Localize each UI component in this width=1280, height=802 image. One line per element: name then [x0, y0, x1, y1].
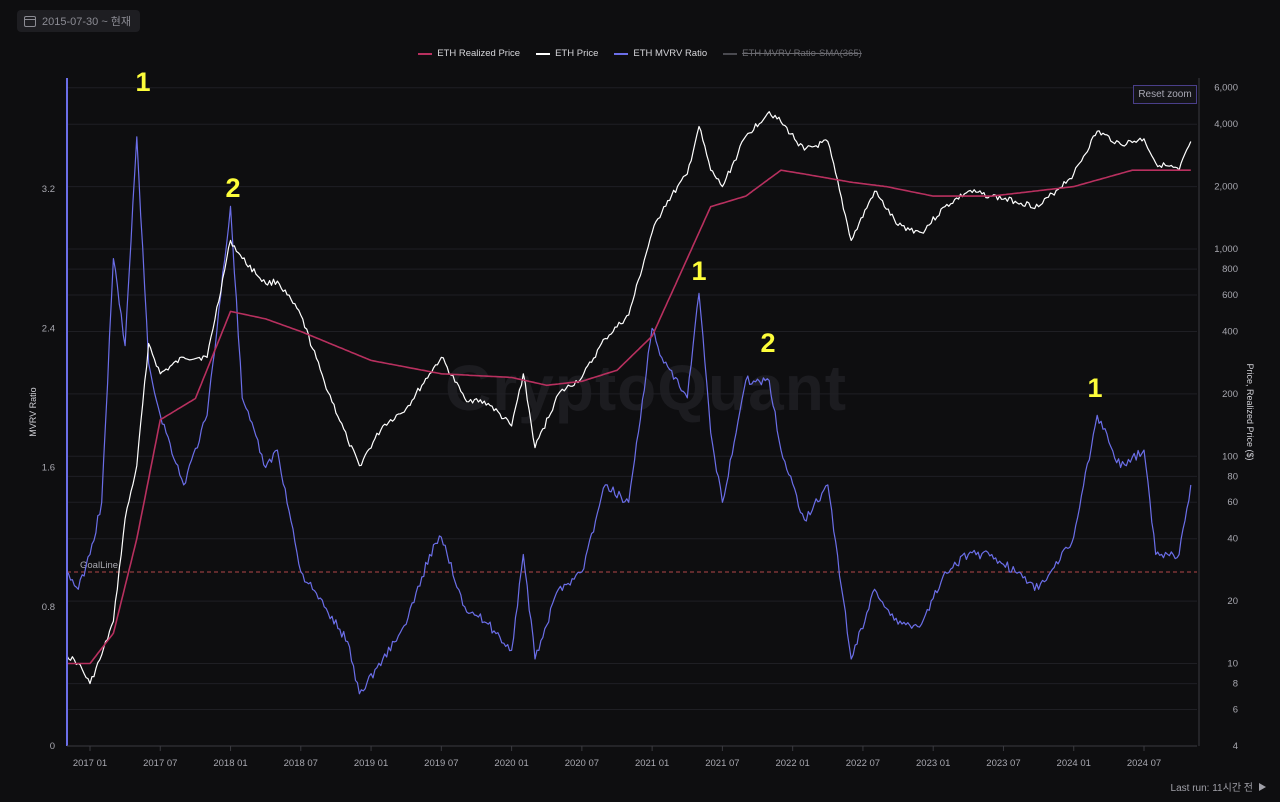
series-line-eth-price: [66, 111, 1192, 685]
right-axis-tick-label: 200: [1222, 389, 1238, 400]
cycle-peak-annotation: 2: [225, 173, 240, 203]
left-axis-tick-label: 1.6: [42, 463, 55, 474]
right-axis-tick-label: 6,000: [1214, 83, 1238, 94]
right-axis-tick-label: 6: [1233, 705, 1238, 716]
x-axis-tick-label: 2022 07: [846, 758, 880, 769]
right-axis-tick-label: 8: [1233, 679, 1238, 690]
right-axis-tick-label: 20: [1227, 596, 1238, 607]
x-axis-tick-label: 2019 01: [354, 758, 388, 769]
cycle-peak-annotation: 1: [1087, 373, 1102, 403]
x-axis-tick-label: 2020 07: [565, 758, 599, 769]
left-axis-tick-label: 0.8: [42, 602, 55, 613]
cycle-peak-annotation: 2: [760, 328, 775, 358]
play-icon[interactable]: [1259, 782, 1266, 791]
right-axis-tick-label: 4,000: [1214, 119, 1238, 130]
right-axis-tick-label: 10: [1227, 659, 1238, 670]
date-range-button[interactable]: 2015-07-30 ~ 현재: [17, 10, 141, 32]
right-axis-tick-label: 600: [1222, 290, 1238, 301]
legend-item-mvrv-ratio[interactable]: ETH MVRV Ratio: [614, 48, 707, 59]
cycle-peak-annotation: 1: [135, 67, 150, 97]
legend-label: ETH Price: [555, 48, 599, 59]
right-axis-tick-label: 1,000: [1214, 244, 1238, 255]
x-axis-tick-label: 2017 01: [73, 758, 107, 769]
right-axis-tick-label: 2,000: [1214, 182, 1238, 193]
right-axis-tick-label: 4: [1233, 741, 1238, 752]
x-axis-tick-label: 2021 01: [635, 758, 669, 769]
watermark: CryptoQuant: [445, 352, 847, 424]
left-axis-tick-label: 0: [50, 741, 55, 752]
date-range-label: 2015-07-30 ~ 현재: [42, 16, 132, 28]
last-run-label: Last run: 11시간 전: [1170, 783, 1253, 794]
legend-item-eth-price[interactable]: ETH Price: [536, 48, 598, 59]
legend-swatch: [723, 52, 738, 55]
left-axis-title: MVRV Ratio: [28, 387, 38, 436]
legend-label: ETH MVRV Ratio-SMA(365): [742, 48, 862, 59]
legend-swatch: [614, 52, 629, 55]
last-run: Last run: 11시간 전: [1171, 779, 1266, 794]
goal-line-label: GoalLine: [80, 560, 118, 571]
x-axis-tick-label: 2024 07: [1127, 758, 1161, 769]
x-axis-tick-label: 2020 01: [494, 758, 528, 769]
left-axis-tick-label: 3.2: [42, 184, 55, 195]
x-axis-tick-label: 2024 01: [1057, 758, 1091, 769]
x-axis-tick-label: 2017 07: [143, 758, 177, 769]
legend-label: ETH Realized Price: [437, 48, 521, 59]
reset-zoom-button[interactable]: Reset zoom: [1133, 85, 1197, 104]
right-axis-tick-label: 60: [1227, 497, 1238, 508]
right-axis-tick-label: 80: [1227, 471, 1238, 482]
legend-item-realized-price[interactable]: ETH Realized Price: [418, 48, 520, 59]
right-axis-tick-label: 800: [1222, 264, 1238, 275]
legend-label: ETH MVRV Ratio: [633, 48, 708, 59]
cycle-peak-annotation: 1: [691, 256, 706, 286]
x-axis-tick-label: 2023 01: [916, 758, 950, 769]
left-axis-tick-label: 2.4: [42, 323, 55, 334]
x-axis-tick-label: 2021 07: [705, 758, 739, 769]
right-axis-tick-label: 400: [1222, 326, 1238, 337]
legend-item-mvrv-sma[interactable]: ETH MVRV Ratio-SMA(365): [723, 48, 862, 59]
chart-legend: ETH Realized Price ETH Price ETH MVRV Ra…: [0, 48, 1280, 59]
right-axis-tick-label: 100: [1222, 451, 1238, 462]
x-axis-tick-label: 2023 07: [986, 758, 1020, 769]
series-line-eth-realized-price: [66, 169, 1191, 665]
calendar-icon: [24, 15, 36, 27]
legend-swatch: [536, 52, 551, 55]
series-line-eth-mvrv-ratio: [66, 136, 1192, 695]
legend-swatch: [418, 52, 433, 55]
x-axis-tick-label: 2019 07: [424, 758, 458, 769]
x-axis-tick-label: 2018 01: [213, 758, 247, 769]
x-axis-tick-label: 2018 07: [284, 758, 318, 769]
right-axis-tick-label: 40: [1227, 534, 1238, 545]
right-axis-title: Price, Realized Price ($): [1245, 363, 1255, 460]
x-axis-tick-label: 2022 01: [775, 758, 809, 769]
